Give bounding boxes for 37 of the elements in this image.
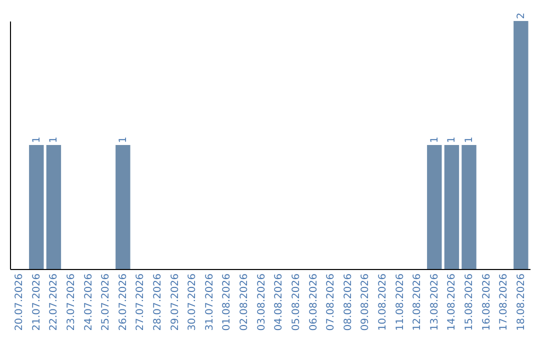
- x-tick-label: 21.07.2026: [31, 274, 42, 331]
- x-tick-label: 01.08.2026: [222, 274, 233, 331]
- x-tick-label: 29.07.2026: [170, 274, 181, 331]
- x-tick-label: 22.07.2026: [48, 274, 60, 331]
- x-tick-label: 11.08.2026: [394, 274, 406, 331]
- data-label: 1: [429, 136, 440, 143]
- data-label: 1: [31, 136, 42, 143]
- x-tick-label: 20.07.2026: [14, 274, 26, 331]
- x-tick-label: 15.08.2026: [464, 274, 475, 331]
- x-tick-label: 10.08.2026: [377, 274, 388, 331]
- x-tick-label: 13.08.2026: [429, 274, 440, 331]
- x-tick-label: 04.08.2026: [274, 274, 285, 331]
- x-tick-label: 03.08.2026: [256, 274, 268, 331]
- data-label: 2: [516, 12, 527, 19]
- x-tick-label: 12.08.2026: [412, 274, 424, 331]
- x-tick-label: 08.08.2026: [342, 274, 354, 331]
- x-tick-label: 23.07.2026: [66, 274, 77, 331]
- x-tick-label: 02.08.2026: [239, 274, 250, 331]
- x-tick-label: 06.08.2026: [308, 274, 320, 331]
- x-tick-label: 07.08.2026: [326, 274, 337, 331]
- x-tick-label: 25.07.2026: [100, 274, 112, 331]
- x-tick-label: 14.08.2026: [446, 274, 458, 331]
- x-tick-label: 16.08.2026: [481, 274, 492, 331]
- x-tick-label: 24.07.2026: [83, 274, 94, 331]
- data-label: 1: [48, 136, 60, 143]
- x-tick-label: 17.08.2026: [498, 274, 510, 331]
- x-tick-label: 30.07.2026: [187, 274, 198, 331]
- x-tick-label: 27.07.2026: [135, 274, 146, 331]
- x-tick-label: 28.07.2026: [152, 274, 164, 331]
- x-tick-label: 09.08.2026: [360, 274, 372, 331]
- x-tick-label: 05.08.2026: [290, 274, 302, 331]
- data-label: 1: [464, 136, 475, 143]
- x-tick-label: 31.07.2026: [204, 274, 216, 331]
- x-tick-label: 26.07.2026: [118, 274, 129, 331]
- data-label: 1: [118, 136, 129, 143]
- x-tick-label: 18.08.2026: [516, 274, 527, 331]
- data-label: 1: [446, 136, 458, 143]
